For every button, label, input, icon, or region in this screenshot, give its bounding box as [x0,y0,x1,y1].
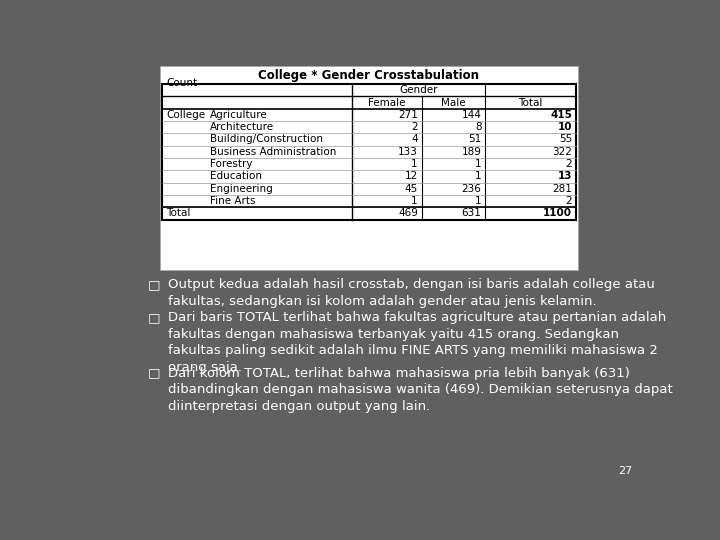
Text: Forestry: Forestry [210,159,253,169]
Text: Building/Construction: Building/Construction [210,134,323,145]
Text: Count: Count [166,78,197,88]
Text: □: □ [148,278,161,291]
Text: 51: 51 [468,134,482,145]
Text: □: □ [148,311,161,324]
Text: 1: 1 [411,196,418,206]
Text: 12: 12 [405,172,418,181]
Text: Gender: Gender [400,85,438,95]
Text: 271: 271 [398,110,418,120]
Text: 415: 415 [550,110,572,120]
Text: 2: 2 [411,122,418,132]
Text: 10: 10 [557,122,572,132]
Text: Total: Total [518,98,543,107]
Text: 55: 55 [559,134,572,145]
Text: Male: Male [441,98,466,107]
Text: 2: 2 [565,196,572,206]
Text: Fine Arts: Fine Arts [210,196,256,206]
Text: 8: 8 [474,122,482,132]
Text: 144: 144 [462,110,482,120]
Text: 27: 27 [618,466,632,476]
Text: 1: 1 [474,196,482,206]
Text: 631: 631 [462,208,482,218]
Text: College * Gender Crosstabulation: College * Gender Crosstabulation [258,69,480,82]
Text: Female: Female [368,98,405,107]
Text: 45: 45 [405,184,418,194]
Text: Business Administration: Business Administration [210,147,336,157]
Text: Total: Total [166,208,190,218]
Text: 1: 1 [474,172,482,181]
Text: Engineering: Engineering [210,184,273,194]
Text: 4: 4 [411,134,418,145]
FancyBboxPatch shape [160,66,578,271]
Text: College: College [166,110,205,120]
Text: Education: Education [210,172,262,181]
Text: 322: 322 [552,147,572,157]
Text: Architecture: Architecture [210,122,274,132]
Text: 469: 469 [398,208,418,218]
Text: 133: 133 [398,147,418,157]
Text: Output kedua adalah hasil crosstab, dengan isi baris adalah college atau
fakulta: Output kedua adalah hasil crosstab, deng… [168,278,654,308]
Text: □: □ [148,367,161,380]
Text: Agriculture: Agriculture [210,110,268,120]
Text: 281: 281 [552,184,572,194]
Text: 189: 189 [462,147,482,157]
Text: 1100: 1100 [543,208,572,218]
Text: 236: 236 [462,184,482,194]
Text: Dari kolom TOTAL, terlihat bahwa mahasiswa pria lebih banyak (631)
dibandingkan : Dari kolom TOTAL, terlihat bahwa mahasis… [168,367,672,413]
Text: 1: 1 [411,159,418,169]
Text: Dari baris TOTAL terlihat bahwa fakultas agriculture atau pertanian adalah
fakul: Dari baris TOTAL terlihat bahwa fakultas… [168,311,666,374]
Text: 13: 13 [557,172,572,181]
Text: 1: 1 [474,159,482,169]
Text: 2: 2 [565,159,572,169]
